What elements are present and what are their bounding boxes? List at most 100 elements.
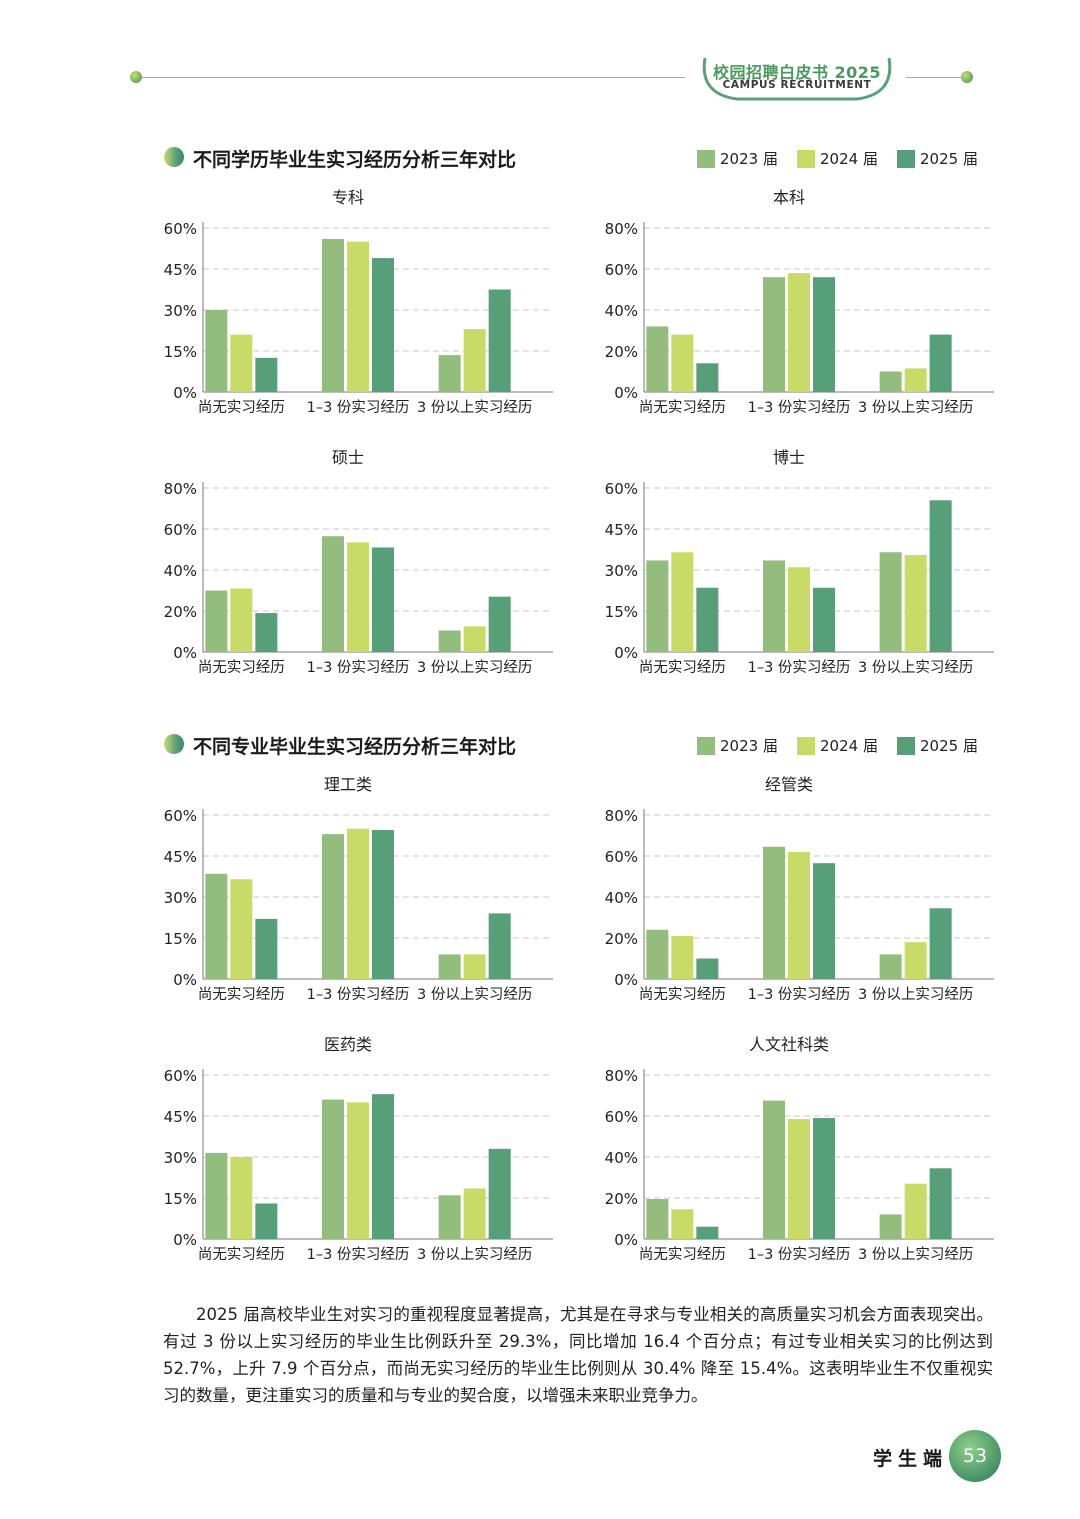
bar	[347, 241, 369, 392]
chart-svg: 硕士 0% 20% 40% 60% 80% 尚无实习经历 1–3 份实习经历 3 份以上实习经历	[164, 448, 553, 673]
x-tick-label: 尚无实习经历	[198, 986, 285, 1000]
y-tick-label: 20%	[164, 603, 197, 621]
bar	[205, 1152, 228, 1239]
bar	[813, 277, 835, 392]
y-tick-label: 20%	[605, 930, 638, 948]
y-tick-label: 0%	[614, 644, 638, 662]
y-tick-label: 0%	[614, 1231, 638, 1249]
header-line-right	[906, 77, 962, 78]
bar	[463, 954, 486, 979]
x-tick-label: 3 份以上实习经历	[417, 399, 532, 413]
chart-jingguan: 经管类 0% 20% 40% 60% 80% 尚无实习经历 1–3 份实习经历 3 份以上实习经…	[589, 770, 1029, 1000]
y-tick-label: 0%	[173, 1231, 197, 1249]
header-title: 校园招聘白皮书 2025	[712, 63, 882, 82]
y-tick-label: 80%	[605, 807, 638, 825]
bar	[463, 329, 486, 392]
y-tick-label: 45%	[164, 1108, 197, 1126]
y-tick-label: 60%	[605, 261, 638, 279]
footer-label: 学生端	[873, 1448, 949, 1470]
bar	[347, 542, 369, 652]
x-tick-label: 尚无实习经历	[639, 659, 726, 673]
chart-title: 硕士	[332, 448, 364, 467]
x-tick-label: 1–3 份实习经历	[307, 659, 410, 673]
bar	[322, 238, 344, 392]
legend-item-2024: 2024 届	[797, 735, 878, 756]
bar	[904, 554, 927, 652]
y-tick-label: 60%	[164, 220, 197, 238]
x-tick-label: 1–3 份实习经历	[748, 659, 851, 673]
bar	[879, 371, 902, 392]
bar	[879, 552, 902, 652]
bar	[879, 954, 902, 979]
x-tick-label: 3 份以上实习经历	[417, 986, 532, 1000]
header-badge-frame	[702, 57, 892, 101]
bar	[671, 552, 694, 652]
chart-svg: 专科 0% 15% 30% 45% 60% 尚无实习经历 1–3 份实习经历 3 份以上实习经历	[164, 188, 553, 413]
y-tick-label: 60%	[164, 807, 197, 825]
x-tick-label: 1–3 份实习经历	[748, 1246, 851, 1260]
y-tick-label: 60%	[605, 480, 638, 498]
bar	[205, 310, 228, 392]
bar	[230, 334, 253, 392]
chart-svg: 本科 0% 20% 40% 60% 80% 尚无实习经历 1–3 份实习经历 3 份以上实习经历	[605, 188, 994, 413]
summary-paragraph: 2025 届高校毕业生对实习的重视程度显著提高，尤其是在寻求与专业相关的高质量实…	[163, 1305, 993, 1405]
chart-boshi: 博士 0% 15% 30% 45% 60% 尚无实习经历 1–3 份实习经历 3 份以上实习经历	[589, 443, 1029, 673]
y-tick-label: 40%	[605, 889, 638, 907]
bar	[372, 258, 394, 392]
y-tick-label: 20%	[605, 1190, 638, 1208]
bar	[813, 1118, 835, 1239]
bar	[372, 547, 394, 652]
bar	[904, 942, 927, 979]
bar	[488, 1148, 511, 1239]
chart-title: 专科	[332, 188, 364, 207]
x-tick-label: 尚无实习经历	[639, 399, 726, 413]
bar	[788, 273, 810, 392]
bar	[696, 958, 719, 979]
x-tick-label: 3 份以上实习经历	[417, 659, 532, 673]
bar	[671, 334, 694, 392]
bar	[438, 630, 461, 652]
bar	[438, 355, 461, 392]
chart-svg: 人文社科类 0% 20% 40% 60% 80% 尚无实习经历 1–3 份实习经历 3 份以上实…	[605, 1035, 994, 1260]
bar	[438, 954, 461, 979]
x-tick-label: 尚无实习经历	[639, 1246, 726, 1260]
legend-item-2024: 2024 届	[797, 148, 878, 169]
bar	[763, 1100, 785, 1239]
bar	[322, 834, 344, 979]
bar	[488, 596, 511, 652]
y-tick-label: 40%	[164, 562, 197, 580]
y-tick-label: 15%	[164, 930, 197, 948]
bar	[372, 830, 394, 979]
x-tick-label: 3 份以上实习经历	[858, 659, 973, 673]
y-tick-label: 80%	[164, 480, 197, 498]
bar	[904, 368, 927, 392]
bar	[230, 1157, 253, 1239]
y-tick-label: 0%	[173, 971, 197, 989]
y-tick-label: 40%	[605, 302, 638, 320]
bar	[230, 588, 253, 652]
y-tick-label: 30%	[164, 1149, 197, 1167]
chart-title: 人文社科类	[749, 1035, 829, 1054]
bar	[255, 613, 278, 652]
x-tick-label: 尚无实习经历	[198, 1246, 285, 1260]
bar	[929, 334, 952, 392]
header-line-left	[141, 77, 685, 78]
section-1-bullet-icon	[164, 147, 184, 167]
bar	[438, 1195, 461, 1239]
y-tick-label: 30%	[164, 889, 197, 907]
y-tick-label: 80%	[605, 1067, 638, 1085]
y-tick-label: 0%	[614, 384, 638, 402]
bar	[696, 587, 719, 652]
bar	[255, 357, 278, 392]
bar	[788, 1119, 810, 1239]
y-tick-label: 0%	[173, 644, 197, 662]
bar	[763, 560, 785, 652]
x-tick-label: 1–3 份实习经历	[748, 986, 851, 1000]
chart-renwen: 人文社科类 0% 20% 40% 60% 80% 尚无实习经历 1–3 份实习经历 3 份以上实…	[589, 1030, 1029, 1260]
x-tick-label: 尚无实习经历	[198, 659, 285, 673]
legend-item-2023: 2023 届	[697, 148, 778, 169]
bar	[929, 500, 952, 652]
y-tick-label: 60%	[164, 521, 197, 539]
y-tick-label: 0%	[173, 384, 197, 402]
bar	[788, 567, 810, 652]
